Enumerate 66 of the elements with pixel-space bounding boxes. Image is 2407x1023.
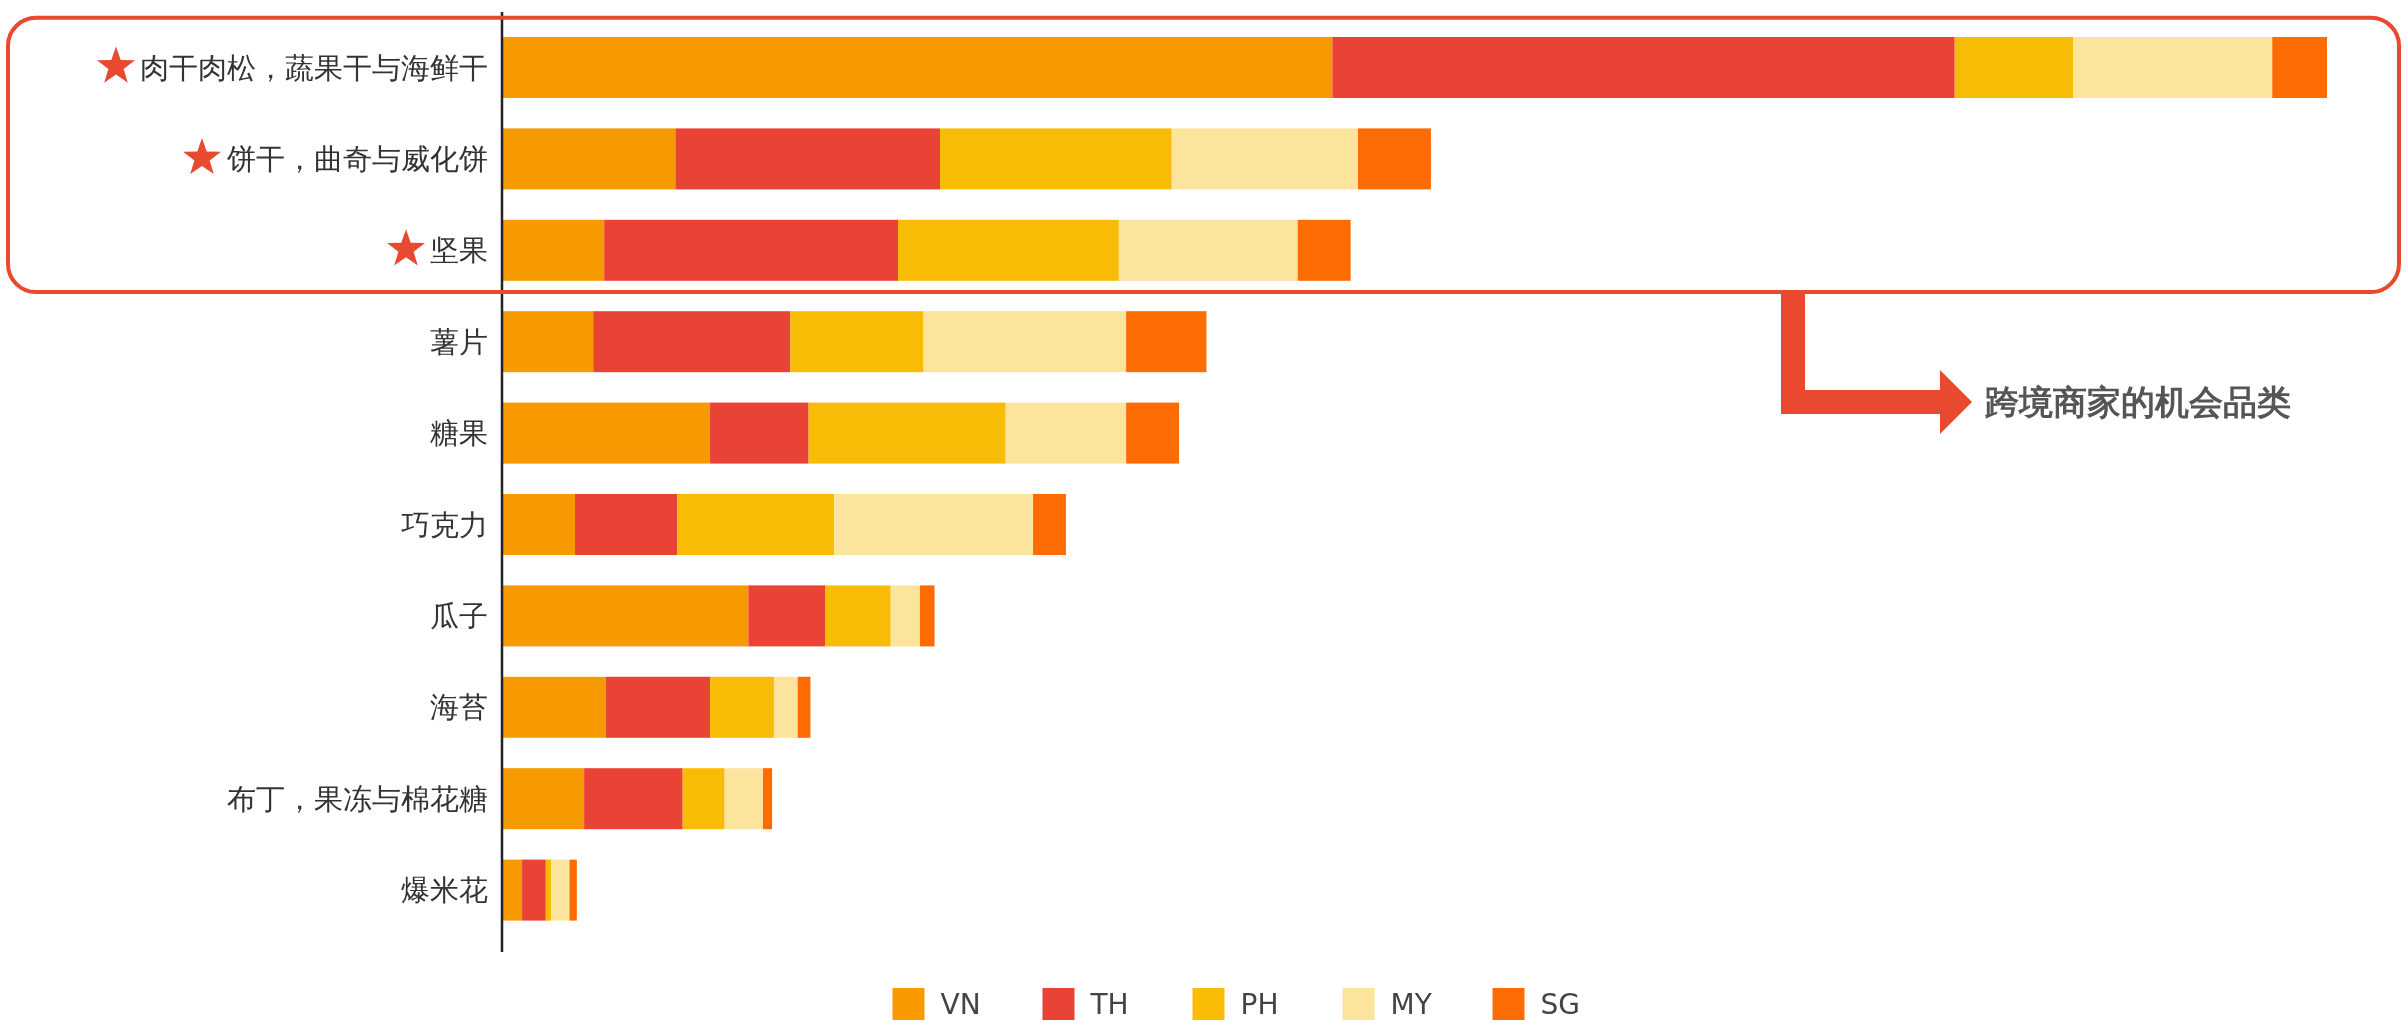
bar bbox=[825, 585, 891, 647]
bar bbox=[890, 585, 920, 647]
bar bbox=[762, 768, 773, 830]
bar bbox=[502, 768, 585, 830]
y-tick-label: 瓜子 bbox=[430, 598, 488, 633]
y-tick-label: 糖果 bbox=[430, 416, 488, 451]
bar bbox=[919, 585, 935, 647]
bar bbox=[502, 219, 605, 281]
legend-label: SG bbox=[1540, 988, 1580, 1021]
legend-label: VN bbox=[940, 988, 981, 1021]
bar bbox=[2272, 37, 2327, 98]
y-tick-label: 海苔 bbox=[430, 690, 488, 725]
bar bbox=[545, 859, 552, 921]
bar bbox=[677, 494, 835, 555]
bar bbox=[773, 676, 798, 738]
y-tick-label: 肉干肉松，蔬果干与海鲜干 bbox=[140, 50, 488, 85]
bar bbox=[1332, 37, 1955, 98]
bar bbox=[502, 402, 711, 464]
bar bbox=[748, 585, 826, 647]
bar bbox=[522, 859, 546, 921]
legend-label: PH bbox=[1240, 988, 1279, 1021]
bar bbox=[1954, 37, 2074, 98]
y-tick-label: 薯片 bbox=[430, 324, 488, 359]
bar bbox=[1118, 219, 1298, 281]
bar bbox=[502, 128, 676, 190]
y-tick-label: 巧克力 bbox=[401, 507, 488, 542]
bar bbox=[2073, 37, 2273, 98]
y-tick-label: 爆米花 bbox=[401, 873, 488, 908]
bar bbox=[606, 676, 711, 738]
bar bbox=[724, 768, 763, 830]
bar bbox=[682, 768, 725, 830]
legend-label: TH bbox=[1089, 988, 1129, 1021]
bar bbox=[575, 494, 678, 555]
annotation: 跨境商家的机会品类 bbox=[1984, 382, 2291, 422]
y-tick-label: 布丁，果冻与棉花糖 bbox=[227, 781, 488, 816]
bar bbox=[797, 676, 811, 738]
bar bbox=[502, 585, 749, 647]
bar bbox=[1297, 219, 1351, 281]
bar bbox=[710, 402, 809, 464]
bar bbox=[1033, 494, 1066, 555]
bar bbox=[502, 37, 1333, 98]
bar bbox=[502, 859, 523, 921]
bar bbox=[808, 402, 1006, 464]
legend-label: MY bbox=[1390, 988, 1433, 1021]
bar bbox=[502, 676, 607, 738]
bar bbox=[604, 219, 899, 281]
bar bbox=[502, 311, 594, 373]
y-tick-label: 坚果 bbox=[430, 233, 488, 268]
bar bbox=[834, 494, 1034, 555]
bar bbox=[1357, 128, 1431, 190]
bar bbox=[1171, 128, 1358, 190]
bar bbox=[593, 311, 791, 373]
bar bbox=[569, 859, 577, 921]
bar bbox=[710, 676, 774, 738]
bar bbox=[1005, 402, 1127, 464]
bar bbox=[923, 311, 1127, 373]
bar bbox=[675, 128, 940, 190]
bar bbox=[940, 128, 1172, 190]
bar bbox=[502, 494, 575, 555]
bar bbox=[1126, 311, 1207, 373]
bar bbox=[898, 219, 1119, 281]
y-tick-label: 饼干，曲奇与威化饼 bbox=[226, 141, 488, 176]
bar bbox=[1126, 402, 1180, 464]
bar bbox=[551, 859, 570, 921]
bar bbox=[584, 768, 683, 830]
bar bbox=[790, 311, 924, 373]
